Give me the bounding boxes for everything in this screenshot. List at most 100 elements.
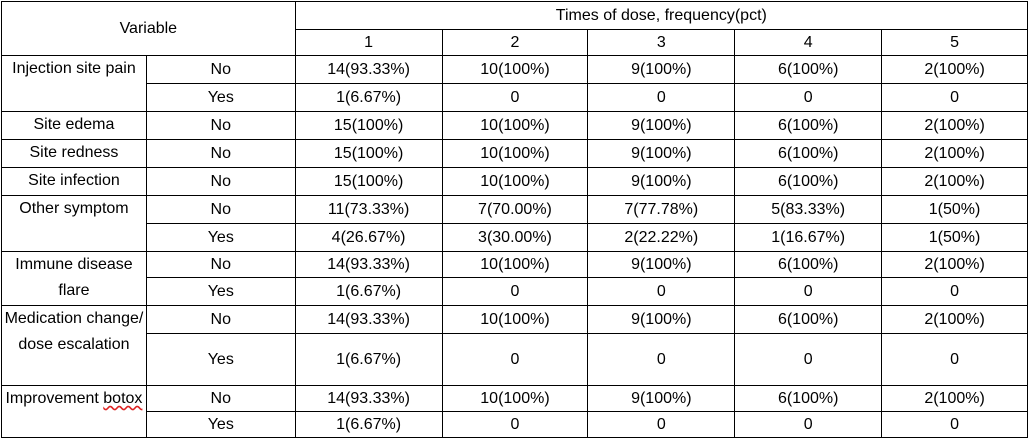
table-cell: 14(93.33%) [294,55,443,84]
level-label: Yes [145,277,296,306]
table-cell: 0 [587,333,736,386]
table-cell: 9(100%) [587,55,736,84]
table-cell: 6(100%) [734,111,883,140]
table-cell: 2(22.22%) [587,223,736,252]
table-cell: 15(100%) [294,167,443,196]
adverse-events-table: Variable Times of dose, frequency(pct) 1 2 3… [1,1,1028,438]
variable-header: Variable [1,1,296,56]
table-cell: 11(73.33%) [294,195,443,224]
level-label: No [145,139,296,168]
table-cell: 9(100%) [587,305,736,334]
table-cell: 1(16.67%) [734,223,883,252]
table-row: Yes 1(6.67%) 0 0 0 0 [2,411,1028,438]
table-row: Medication change/ dose escalation No 14(9… [1,305,1028,386]
variable-name: Immune disease flare [1,251,147,306]
table-cell: 10(100%) [441,251,589,278]
variable-name: Injection site pain [1,55,147,112]
table-cell: 3(30.00%) [441,223,589,252]
dose-header: 5 [881,29,1028,56]
table-row: Yes 1(6.67%) 0 0 0 0 [2,277,1028,306]
table-cell: 0 [734,411,883,438]
table-cell: 1(50%) [881,195,1028,224]
dose-header: 1 [294,29,443,56]
table-cell: 0 [881,333,1028,386]
table-cell: 10(100%) [441,385,589,412]
table-cell: 0 [881,411,1028,438]
table-cell: 10(100%) [441,111,589,140]
table-row: Site infection No 15(100%) 10(100%) 9(100%) 6… [1,167,1028,196]
table-row: Improvement botox No 14(93.33%) 10(100%) 9(1… [1,385,1028,438]
table-cell: 0 [441,277,589,306]
table-cell: 15(100%) [294,111,443,140]
table-cell: 2(100%) [881,111,1028,140]
table-cell: 5(83.33%) [734,195,883,224]
dose-group-header: Times of dose, frequency(pct) [294,1,1028,30]
table-cell: 10(100%) [441,305,589,334]
header-row: Variable Times of dose, frequency(pct) [1,1,1028,56]
table-cell: 1(6.67%) [294,333,443,386]
level-label: No [145,385,296,412]
level-label: No [145,111,296,140]
level-label: Yes [145,223,296,252]
table-row: Injection site pain No 14(93.33%) 10(100%) 9… [1,55,1028,112]
table-cell: 9(100%) [587,167,736,196]
table-cell: 7(77.78%) [587,195,736,224]
table-cell: 1(6.67%) [294,83,443,112]
level-label: Yes [145,83,296,112]
dose-header: 2 [441,29,589,56]
variable-name: Site infection [1,167,147,196]
table-cell: 0 [587,277,736,306]
variable-name: Improvement botox [1,385,147,438]
dose-header: 3 [587,29,736,56]
table-cell: 2(100%) [881,139,1028,168]
table-cell: 1(6.67%) [294,277,443,306]
table-cell: 9(100%) [587,139,736,168]
table-cell: 9(100%) [587,251,736,278]
table-cell: 9(100%) [587,385,736,412]
table-cell: 2(100%) [881,167,1028,196]
table-cell: 7(70.00%) [441,195,589,224]
spellcheck-word: botox [103,390,143,407]
level-label: No [145,305,296,334]
table-row: Site edema No 15(100%) 10(100%) 9(100%) 6(100… [1,111,1028,140]
table-cell: 4(26.67%) [294,223,443,252]
table-cell: 0 [734,83,883,112]
table-cell: 2(100%) [881,385,1028,412]
table-cell: 0 [441,333,589,386]
variable-name: Site redness [1,139,147,168]
table-cell: 0 [441,83,589,112]
variable-name: Site edema [1,111,147,140]
table-cell: 0 [734,333,883,386]
table-row: Site redness No 15(100%) 10(100%) 9(100%) 6(1… [1,139,1028,168]
table-cell: 0 [881,83,1028,112]
variable-name: Other symptom [1,195,147,252]
table-row: Other symptom No 11(73.33%) 7(70.00%) 7(77.7… [1,195,1028,252]
table-cell: 2(100%) [881,55,1028,84]
variable-name: Medication change/ dose escalation [1,305,147,386]
level-label: No [145,55,296,84]
table-cell: 10(100%) [441,139,589,168]
table-cell: 0 [881,277,1028,306]
table-cell: 14(93.33%) [294,385,443,412]
table-row: Yes 4(26.67%) 3(30.00%) 2(22.22%) 1(16.67%) 1… [2,223,1028,252]
table-cell: 1(6.67%) [294,411,443,438]
table-row: Yes 1(6.67%) 0 0 0 0 [2,333,1028,386]
table-cell: 0 [587,83,736,112]
table-cell: 6(100%) [734,385,883,412]
table-cell: 2(100%) [881,305,1028,334]
table-cell: 14(93.33%) [294,305,443,334]
level-label: Yes [145,411,296,438]
table-cell: 0 [441,411,589,438]
table-cell: 1(50%) [881,223,1028,252]
level-label: No [145,167,296,196]
table-cell: 6(100%) [734,139,883,168]
table-cell: 9(100%) [587,111,736,140]
level-label: No [145,195,296,224]
level-label: No [145,251,296,278]
table-cell: 0 [734,277,883,306]
table-cell: 10(100%) [441,55,589,84]
table-cell: 15(100%) [294,139,443,168]
level-label: Yes [145,333,296,386]
table-row: Immune disease flare No 14(93.33%) 10(100%)… [1,251,1028,306]
